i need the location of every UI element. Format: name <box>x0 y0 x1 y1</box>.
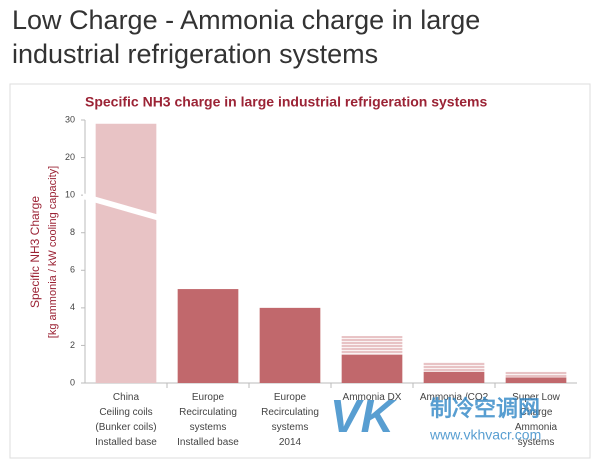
x-tick-label-line: systems <box>272 422 309 433</box>
bar <box>341 354 403 383</box>
x-tick-label: Ammonia DX <box>343 392 402 403</box>
bar <box>177 289 239 383</box>
y-tick-label: 4 <box>70 302 75 312</box>
x-tick-label: Europe Recirculating systems Installed base <box>177 392 239 448</box>
x-tick-label-line: Installed base <box>177 437 239 448</box>
x-tick-label-line: 2014 <box>279 437 302 448</box>
y-axis-label: Specific NH3 Charge <box>28 196 42 308</box>
x-tick-label-line: Super Low <box>512 392 561 403</box>
x-tick-label: Europe Recirculating systems 2014 <box>261 392 319 448</box>
axis-break <box>83 193 167 224</box>
x-tick-label: China Ceiling coils (Bunker coils) Installe… <box>95 392 157 448</box>
x-tick-label-line: Charge <box>520 407 553 418</box>
watermark-name: 制冷空调网 <box>430 396 540 421</box>
x-tick-label-line: Europe <box>274 392 307 403</box>
y-tick-label: 30 <box>65 114 75 124</box>
x-tick-label: Super Low Charge Ammonia systems <box>512 392 561 448</box>
x-tick-label: Ammonia /CO2 <box>420 392 489 403</box>
x-tick-label-line: Recirculating <box>179 407 237 418</box>
x-tick-label-line: Installed base <box>95 437 157 448</box>
watermark-logo: VK <box>330 390 397 442</box>
x-tick-label-line: systems <box>190 422 227 433</box>
slide-title: Low Charge - Ammonia charge in large <box>12 5 480 35</box>
bar <box>505 377 567 383</box>
x-tick-label-line: Recirculating <box>261 407 319 418</box>
bar <box>341 336 403 355</box>
slide-title: industrial refrigeration systems <box>12 39 378 69</box>
bar <box>423 362 485 372</box>
y-tick-label: 0 <box>70 377 75 387</box>
y-tick-label: 2 <box>70 340 75 350</box>
bar <box>259 307 321 383</box>
x-tick-label-line: Europe <box>192 392 225 403</box>
y-tick-label: 8 <box>70 227 75 237</box>
x-tick-label-line: Ammonia DX <box>343 392 402 403</box>
watermark-url: www.vkhvacr.com <box>429 427 541 443</box>
y-axis-label: [kg ammonia / kW cooling capacity] <box>47 166 59 338</box>
chart-title: Specific NH3 charge in large industrial … <box>85 94 487 110</box>
bar <box>423 371 485 383</box>
bar <box>95 123 157 383</box>
x-tick-label-line: systems <box>518 437 555 448</box>
x-tick-label-line: Ammonia /CO2 <box>420 392 489 403</box>
x-tick-label-line: China <box>113 392 140 403</box>
y-tick-label: 6 <box>70 265 75 275</box>
x-tick-label-line: Ceiling coils <box>99 407 152 418</box>
x-tick-label-line: (Bunker coils) <box>95 422 156 433</box>
x-tick-label-line: Ammonia <box>515 422 558 433</box>
watermark: VK 制冷空调网 www.vkhvacr.com <box>330 390 541 443</box>
y-tick-label: 10 <box>65 190 75 200</box>
plot: 0 2 4 6 8 10 20 30 China Ceiling coils (Bunker coi… <box>65 114 577 448</box>
y-tick-label: 20 <box>65 152 75 162</box>
bar <box>505 371 567 378</box>
